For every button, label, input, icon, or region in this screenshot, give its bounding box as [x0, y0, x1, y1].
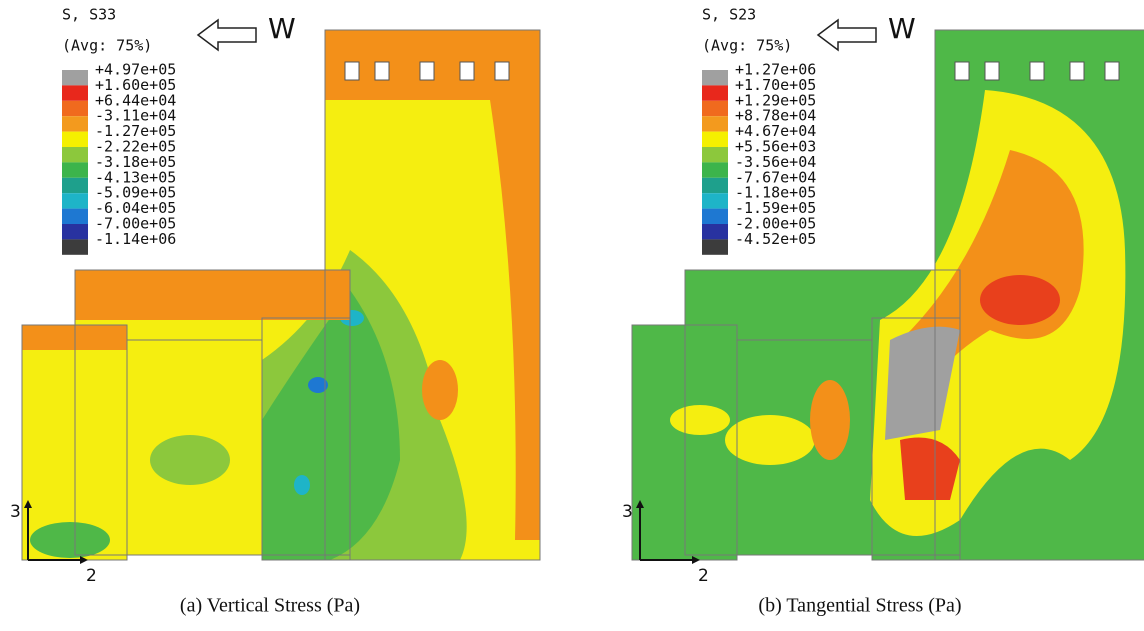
stress-region	[75, 270, 350, 320]
legend-swatch	[702, 177, 728, 194]
window	[419, 61, 435, 81]
legend-swatch	[702, 100, 728, 117]
window	[374, 61, 390, 81]
direction-label: W	[268, 12, 296, 45]
stress-region	[725, 415, 815, 465]
legend-label: +8.78e+04	[735, 107, 816, 125]
legend-swatch	[702, 70, 728, 86]
legend-swatch	[62, 100, 88, 117]
window	[1104, 61, 1120, 81]
legend-label: +1.27e+06	[735, 61, 816, 79]
legend-label: -7.67e+04	[735, 168, 816, 186]
legend-swatch	[62, 224, 88, 240]
legend-label: +4.97e+05	[95, 61, 176, 79]
legend-subtitle: (Avg: 75%)	[62, 37, 152, 55]
caption: (b) Tangential Stress (Pa)	[758, 595, 961, 617]
legend-title: S, S23	[702, 6, 756, 24]
legend-label: +5.56e+03	[735, 138, 816, 156]
window	[984, 61, 1000, 81]
legend-swatch	[62, 116, 88, 132]
stress-region	[262, 290, 400, 560]
arrowhead	[636, 500, 644, 508]
building-edge	[871, 317, 961, 561]
legend-label: -5.09e+05	[95, 184, 176, 202]
direction-arrow	[816, 18, 877, 52]
legend-swatch	[702, 162, 728, 178]
legend-label: +4.67e+04	[735, 122, 816, 140]
legend-label: -7.00e+05	[95, 215, 176, 233]
legend-swatch	[702, 224, 728, 240]
caption: (a) Vertical Stress (Pa)	[180, 595, 360, 617]
stress-region	[885, 326, 960, 440]
stress-region	[810, 380, 850, 460]
legend-label: -3.11e+04	[95, 107, 176, 125]
legend-label: -2.00e+05	[735, 215, 816, 233]
direction-label: W	[888, 12, 916, 45]
stress-region	[422, 360, 458, 420]
stress-region	[670, 405, 730, 435]
stress-region	[294, 475, 310, 495]
panel: S, S33 (Avg: 75%) +4.97e+05+1.60e+05+6.44e…	[10, 6, 541, 617]
axis-label: 2	[86, 566, 97, 586]
window	[459, 61, 475, 81]
legend-swatch	[62, 131, 88, 147]
panel: S, S23 (Avg: 75%) +1.27e+06+1.70e+05+1.29e…	[622, 6, 1144, 617]
legend-swatch	[62, 239, 88, 255]
legend-label: +1.60e+05	[95, 76, 176, 94]
axis-label: 2	[698, 566, 709, 586]
arrowhead	[692, 556, 700, 564]
window	[1029, 61, 1045, 81]
legend-swatch	[62, 208, 88, 224]
legend-swatch	[702, 239, 728, 255]
legend-swatch	[702, 85, 728, 101]
legend-swatch	[62, 70, 88, 86]
legend-label: -4.52e+05	[735, 230, 816, 248]
axis-label: 3	[622, 502, 633, 522]
legend-subtitle: (Avg: 75%)	[702, 37, 792, 55]
legend-swatch	[62, 177, 88, 194]
legend-label: -1.59e+05	[735, 199, 816, 217]
legend-swatch	[702, 131, 728, 147]
window	[344, 61, 360, 81]
window	[954, 61, 970, 81]
legend-label: -1.18e+05	[735, 184, 816, 202]
window	[494, 61, 510, 81]
legend-label: +1.70e+05	[735, 76, 816, 94]
legend-swatch	[702, 116, 728, 132]
legend-swatch	[62, 85, 88, 101]
legend-swatch	[62, 193, 88, 209]
arrowhead	[24, 500, 32, 508]
legend-label: +6.44e+04	[95, 91, 176, 109]
building-edge	[324, 29, 541, 561]
legend-swatch	[702, 147, 728, 163]
legend-label: -1.27e+05	[95, 122, 176, 140]
legend-label: -3.56e+04	[735, 153, 816, 171]
window	[1069, 61, 1085, 81]
arrowhead	[80, 556, 88, 564]
stress-region	[490, 100, 540, 540]
legend-swatch	[62, 147, 88, 163]
axis-label: 3	[10, 502, 21, 522]
legend-swatch	[62, 162, 88, 178]
legend-label: -4.13e+05	[95, 168, 176, 186]
direction-arrow	[196, 18, 257, 52]
legend-label: -6.04e+05	[95, 199, 176, 217]
stress-region	[30, 522, 110, 558]
stress-region	[308, 377, 328, 393]
building	[632, 30, 1144, 560]
stress-region	[980, 275, 1060, 325]
legend-label: +1.29e+05	[735, 91, 816, 109]
stress-region	[150, 435, 230, 485]
building-edge	[261, 317, 351, 561]
legend-label: -3.18e+05	[95, 153, 176, 171]
legend-title: S, S33	[62, 6, 116, 24]
legend-label: -2.22e+05	[95, 138, 176, 156]
stress-region	[900, 437, 960, 500]
legend-label: -1.14e+06	[95, 230, 176, 248]
legend-swatch	[702, 193, 728, 209]
legend-swatch	[702, 208, 728, 224]
building-edge	[934, 29, 1144, 561]
